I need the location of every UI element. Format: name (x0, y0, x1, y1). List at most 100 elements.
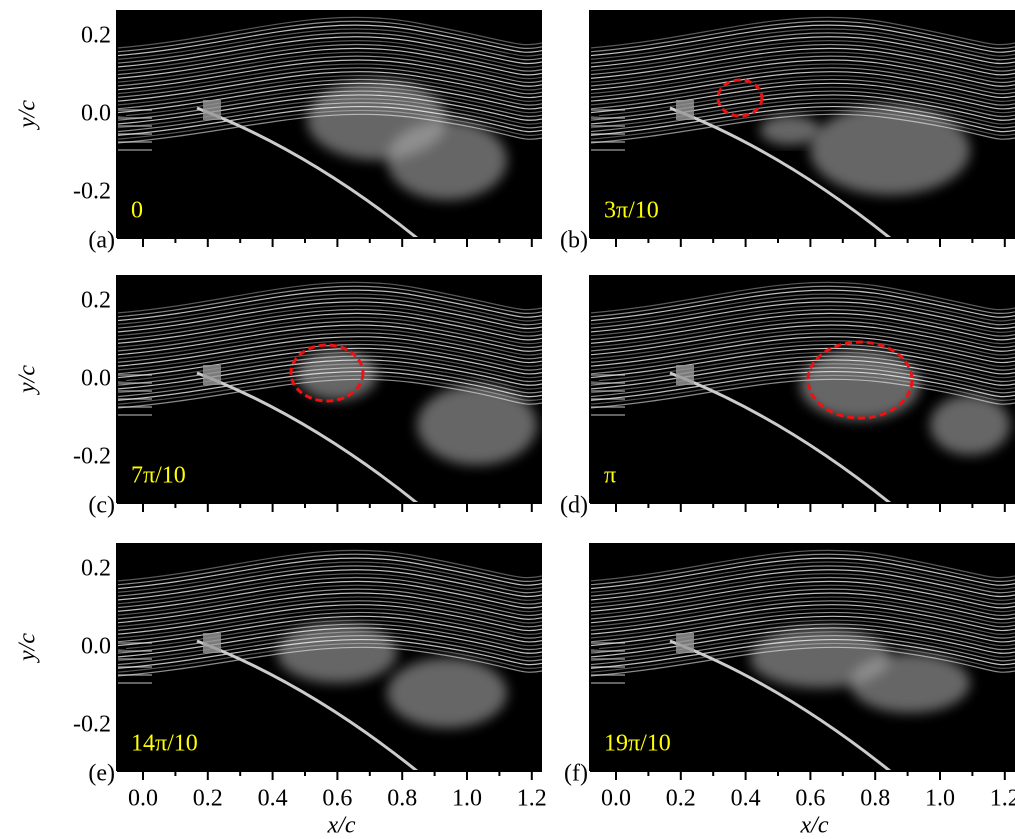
streamline (117, 549, 542, 582)
streamline (590, 569, 1015, 601)
streamline (590, 328, 1015, 360)
streamline (117, 324, 542, 356)
streamline (590, 316, 1015, 348)
streamline (590, 573, 1015, 605)
panel-letter: (b) (560, 228, 588, 254)
streamline (117, 74, 542, 106)
phase-label: 19π/10 (604, 731, 671, 757)
streamline (117, 24, 542, 57)
flow-image (590, 275, 1015, 503)
streamline (117, 113, 542, 144)
streamline (117, 59, 542, 91)
x-tick-label: 1.0 (452, 786, 482, 812)
streamline (590, 336, 1015, 367)
streamline (590, 576, 1015, 609)
streamline (117, 611, 542, 643)
airfoil-surface (669, 106, 891, 238)
x-tick-label: 0.8 (860, 786, 890, 812)
x-tick-label: 1.0 (925, 786, 955, 812)
panel-letter: (f) (564, 761, 588, 787)
streamline (590, 102, 1015, 133)
streamline (117, 297, 542, 329)
streamline (590, 592, 1015, 624)
streamline (117, 102, 542, 133)
streamline (590, 561, 1015, 593)
y-tick-label: 0.0 (81, 366, 111, 392)
streamline (590, 285, 1015, 318)
streamline (117, 36, 542, 68)
model-support (203, 365, 221, 385)
x-axis-label: x/c (800, 813, 829, 839)
smoke-region (387, 658, 507, 728)
flow-image (590, 10, 1015, 238)
vortex-outline (716, 78, 764, 118)
streamline (590, 305, 1015, 337)
panel-letter: (e) (88, 761, 115, 787)
airfoil-surface (669, 371, 891, 503)
panel: 0.2 0.0 -0.2 y/c 7π/10 (c) (15, 275, 542, 519)
streamline (590, 611, 1015, 643)
streamline (590, 28, 1015, 60)
streamline (117, 71, 542, 102)
vortex-outline (289, 343, 365, 403)
streamline (590, 607, 1015, 639)
panel-letter: (d) (560, 493, 588, 519)
streamline (590, 71, 1015, 102)
x-tick-label: 0.4 (731, 786, 761, 812)
streamline (117, 374, 542, 405)
streamline (117, 320, 542, 352)
panel: 0.2 0.0 -0.2 y/c 0 (a) (15, 10, 542, 254)
streamline (117, 16, 542, 49)
streamline (117, 293, 542, 325)
streamline (590, 293, 1015, 325)
streamline (117, 378, 542, 409)
x-tick-label: 0.8 (387, 786, 417, 812)
panel-letter: (c) (88, 493, 115, 519)
phase-label: 0 (131, 198, 143, 224)
model-support (676, 100, 694, 120)
phase-label: 7π/10 (131, 463, 186, 489)
y-axis-label: y/c (15, 633, 41, 663)
streamline (590, 47, 1015, 79)
y-tick-label: 0.2 (81, 288, 111, 314)
streamline (590, 312, 1015, 344)
streamline (117, 569, 542, 601)
flow-image (590, 543, 1015, 771)
x-axis-label: x/c (327, 813, 356, 839)
streamline (590, 32, 1015, 64)
smoke-region (277, 623, 397, 683)
streamline (117, 607, 542, 639)
streamline (117, 285, 542, 318)
streamline (117, 281, 542, 314)
panel: π (d) (560, 275, 1015, 519)
y-axis-label: y/c (15, 365, 41, 395)
x-tick-label: 0.2 (193, 786, 223, 812)
streamline (590, 374, 1015, 405)
streamline (117, 305, 542, 337)
streamline (590, 324, 1015, 356)
streamline (117, 576, 542, 609)
x-tick-label: 0.0 (128, 786, 158, 812)
streamline (117, 47, 542, 79)
smoke-region (387, 120, 507, 200)
phase-label: 14π/10 (131, 731, 198, 757)
streamline (117, 308, 542, 341)
streamline (590, 580, 1015, 612)
smoke-region (850, 653, 970, 713)
streamline (117, 592, 542, 624)
streamline (117, 642, 542, 673)
streamline (117, 646, 542, 677)
streamline (117, 312, 542, 344)
streamline (117, 604, 542, 635)
panel: 0.2 0.0 -0.2 0.0 0.2 0.4 0.6 0.8 1.0 1.2 x/c y/c 14π… (15, 543, 547, 839)
streamline (590, 588, 1015, 620)
panel: 0.0 0.2 0.4 0.6 0.8 1.0 1.2 x/c 19π/10 (f) (564, 543, 1015, 839)
phase-label: π (604, 463, 616, 489)
streamline (590, 43, 1015, 76)
flow-image (117, 275, 542, 503)
streamline (590, 600, 1015, 631)
streamline (590, 638, 1015, 669)
streamline (117, 343, 542, 375)
streamline (590, 289, 1015, 322)
streamline (590, 553, 1015, 586)
